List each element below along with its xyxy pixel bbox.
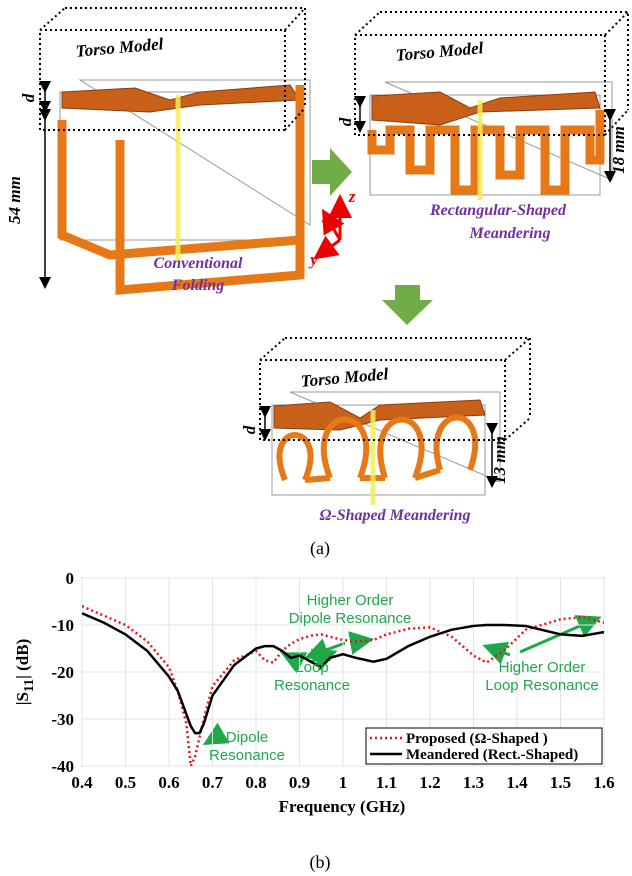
x-tick-label: 0.5: [115, 773, 136, 792]
x-tick-label: 1.1: [376, 773, 397, 792]
torso-label: Torso Model: [300, 364, 389, 391]
d-label: d: [336, 117, 355, 126]
x-tick-label: 1: [339, 773, 348, 792]
x-tick-label: 0.6: [158, 773, 179, 792]
y-axis-title-part: 11: [22, 679, 37, 692]
y-axis-title-part: | (dB): [13, 639, 32, 679]
y-axis-title: |S11| (dB): [13, 639, 37, 706]
caption: Folding: [171, 277, 224, 294]
x-axis-title: Frequency (GHz): [279, 797, 406, 816]
dimension-label: 13 mm: [490, 436, 509, 484]
panel-rectangular: [355, 12, 628, 200]
axis-y: y: [308, 250, 318, 269]
caption: Meandering: [469, 225, 551, 242]
annotation: Dipole: [226, 729, 269, 746]
x-tick-label: 1.6: [593, 773, 614, 792]
legend-label: Proposed (Ω-Shaped ): [406, 731, 548, 747]
dimension-label: 18 mm: [609, 126, 628, 174]
x-tick-label: 0.9: [289, 773, 310, 792]
caption: Ω-Shaped Meandering: [319, 507, 470, 524]
axis-z: z: [348, 187, 356, 206]
legend-label: Meandered (Rect.-Shaped): [406, 747, 578, 763]
annotation: Resonance: [209, 747, 285, 764]
flow-arrow: [382, 285, 433, 325]
torso-label: Torso Model: [75, 34, 164, 61]
annotation: Resonance: [274, 677, 350, 694]
annotation: Higher Order: [307, 592, 394, 609]
torso-label: Torso Model: [395, 38, 484, 65]
annotation: Dipole Resonance: [289, 610, 412, 627]
y-axis-title-part: |S: [13, 692, 32, 705]
flow-arrow: [312, 148, 352, 196]
y-tick-label: -10: [51, 616, 74, 635]
x-tick-label: 1.2: [419, 773, 440, 792]
caption: Rectangular-Shaped: [429, 202, 567, 219]
y-tick-label: -30: [51, 710, 74, 729]
figure: Torso Model d 54 mm Conventional Folding…: [0, 0, 632, 876]
annotation: Loop: [295, 659, 328, 676]
dimension-label: 54 mm: [5, 176, 24, 224]
d-label: d: [240, 425, 259, 434]
x-tick-label: 1.4: [506, 773, 528, 792]
x-tick-label: 0.7: [202, 773, 224, 792]
annotation: Higher Order: [499, 659, 586, 676]
d-label: d: [19, 93, 38, 102]
y-tick-label: -20: [51, 663, 74, 682]
caption: Conventional: [154, 255, 243, 272]
axis-x: x: [321, 207, 331, 226]
x-tick-label: 1.5: [550, 773, 571, 792]
panel-label: (a): [310, 538, 330, 559]
x-tick-label: 1.3: [463, 773, 484, 792]
x-tick-label: 0.8: [245, 773, 266, 792]
annotation: Loop Resonance: [485, 677, 598, 694]
x-tick-label: 0.4: [71, 773, 93, 792]
panel-label: (b): [310, 852, 331, 873]
y-tick-label: 0: [66, 569, 75, 588]
